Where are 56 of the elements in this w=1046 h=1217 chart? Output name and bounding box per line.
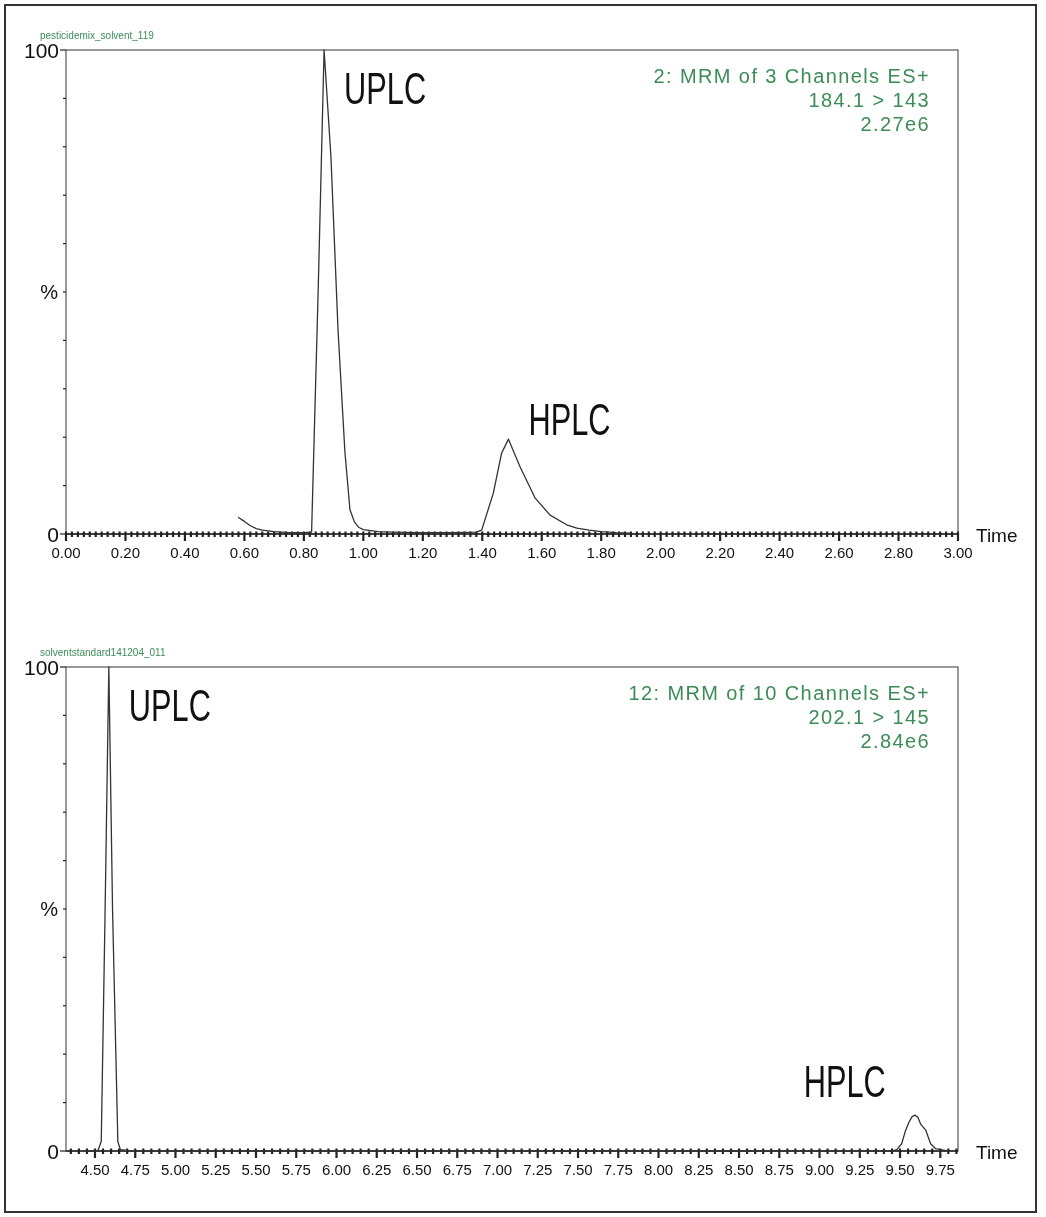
x-tick-label: 6.00 [321, 1160, 352, 1178]
x-tick-label: 8.50 [724, 1160, 754, 1178]
x-tick-label: 8.25 [684, 1160, 714, 1178]
x-tick-label: 9.25 [845, 1160, 875, 1178]
x-tick-label: 7.00 [482, 1160, 513, 1178]
x-tick-label: 7.50 [563, 1160, 593, 1178]
x-tick-label: 6.50 [402, 1160, 432, 1178]
x-axis-title: Time [976, 524, 1018, 546]
x-tick-label: 1.60 [527, 543, 557, 561]
x-tick-label: 2.00 [646, 543, 676, 561]
annotation: 184.1 > 143 [808, 89, 930, 111]
x-tick-label: 0.00 [51, 543, 81, 561]
annotation: UPLC [344, 64, 427, 114]
x-tick-label: 4.50 [80, 1160, 110, 1178]
x-tick-label: 6.25 [362, 1160, 392, 1178]
x-tick-label: 9.50 [885, 1160, 915, 1178]
y-tick-label: 100 [23, 655, 59, 679]
x-tick-label: 8.75 [764, 1160, 794, 1178]
annotation: UPLC [128, 681, 211, 731]
x-tick-label: 5.00 [160, 1160, 191, 1178]
annotation: HPLC [528, 395, 611, 445]
x-tick-label: 2.20 [705, 543, 735, 561]
x-axis-title: Time [976, 1141, 1018, 1163]
x-tick-label: 1.00 [348, 543, 378, 561]
x-tick-label: 0.40 [170, 543, 200, 561]
x-tick-label: 5.25 [201, 1160, 231, 1178]
x-tick-label: 2.40 [765, 543, 795, 561]
x-tick-label: 0.20 [110, 543, 141, 561]
annotation: 2: MRM of 3 Channels ES+ [653, 65, 930, 87]
chart-title: solventstandard141204_011 [40, 647, 166, 658]
annotation: 12: MRM of 10 Channels ES+ [628, 682, 930, 704]
x-tick-label: 7.25 [523, 1160, 553, 1178]
y-axis-title: % [40, 898, 59, 920]
x-tick-label: 2.80 [883, 543, 914, 561]
annotation: HPLC [803, 1057, 886, 1107]
x-tick-label: 8.00 [643, 1160, 674, 1178]
x-tick-label: 3.00 [943, 543, 973, 561]
annotation: 2.27e6 [860, 113, 930, 135]
x-tick-label: 1.80 [586, 543, 616, 561]
x-tick-label: 4.75 [120, 1160, 150, 1178]
x-tick-label: 0.60 [229, 543, 259, 561]
x-tick-label: 9.00 [804, 1160, 835, 1178]
x-tick-label: 1.20 [408, 543, 438, 561]
y-tick-label: 0 [47, 522, 59, 546]
x-tick-label: 5.50 [241, 1160, 271, 1178]
y-tick-label: 0 [47, 1139, 59, 1163]
x-tick-label: 5.75 [281, 1160, 311, 1178]
annotation: 2.84e6 [860, 730, 930, 752]
x-tick-label: 2.60 [824, 543, 854, 561]
annotation: 202.1 > 145 [808, 706, 930, 728]
y-axis-title: % [40, 281, 59, 303]
x-tick-label: 1.40 [467, 543, 497, 561]
x-tick-label: 0.80 [289, 543, 319, 561]
x-tick-label: 9.75 [925, 1160, 955, 1178]
x-tick-label: 6.75 [442, 1160, 472, 1178]
x-tick-label: 7.75 [603, 1160, 633, 1178]
